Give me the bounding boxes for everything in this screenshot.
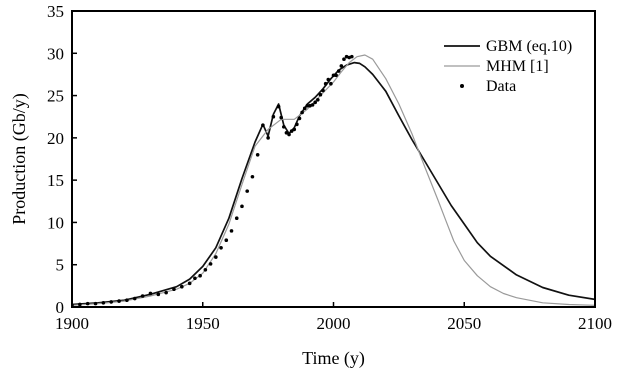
data-point xyxy=(326,77,331,82)
data-point xyxy=(109,300,114,304)
y-tick-label: 5 xyxy=(56,256,65,275)
data-point xyxy=(313,100,317,105)
data-point xyxy=(214,255,218,259)
data-point xyxy=(180,284,184,289)
data-point xyxy=(336,69,341,73)
data-point xyxy=(331,73,336,78)
data-point xyxy=(302,106,307,111)
data-point xyxy=(101,300,106,305)
data-point xyxy=(164,290,168,295)
legend-item: GBM (eq.10) xyxy=(444,38,572,55)
data-point xyxy=(318,92,323,97)
data-point xyxy=(85,301,90,306)
y-tick-label: 25 xyxy=(47,87,64,106)
data-point xyxy=(350,54,354,59)
data-point xyxy=(289,129,294,133)
x-tick-label: 2000 xyxy=(317,314,351,333)
data-point xyxy=(229,229,234,233)
x-axis: 1900 1950 2000 2050 2100 xyxy=(55,302,612,333)
data-point xyxy=(316,98,320,102)
data-point xyxy=(156,292,161,297)
data-point xyxy=(266,136,270,140)
data-point xyxy=(224,238,229,242)
y-tick-label: 35 xyxy=(47,2,64,21)
y-tick-label: 20 xyxy=(47,129,64,148)
y-tick-label: 15 xyxy=(47,171,64,190)
data-point xyxy=(334,73,338,78)
data-point xyxy=(208,262,213,266)
data-point xyxy=(140,294,145,298)
data-point xyxy=(234,216,239,220)
data-point xyxy=(279,115,284,120)
y-tick-label: 30 xyxy=(47,44,64,63)
data-point xyxy=(240,204,244,209)
legend-item: MHM [1] xyxy=(444,58,549,75)
data-point xyxy=(282,125,286,129)
x-tick-label: 1950 xyxy=(186,314,220,333)
data-point xyxy=(329,81,333,86)
y-tick-label: 10 xyxy=(47,213,64,232)
series-data-points xyxy=(72,54,354,307)
legend-label: GBM (eq.10) xyxy=(486,38,572,55)
data-point xyxy=(255,152,260,157)
data-point xyxy=(117,299,121,303)
data-point xyxy=(276,104,281,109)
data-point xyxy=(250,174,255,179)
data-point xyxy=(287,132,291,137)
data-point xyxy=(261,123,265,127)
legend-label: Data xyxy=(486,78,516,95)
data-point xyxy=(132,296,137,301)
y-axis-title: Production (Gb/y) xyxy=(9,93,30,224)
data-point xyxy=(339,64,344,68)
x-tick-label: 2050 xyxy=(447,314,481,333)
data-point xyxy=(219,246,223,250)
data-point xyxy=(93,301,98,306)
data-point xyxy=(297,116,302,121)
series-layer xyxy=(72,54,595,307)
data-point xyxy=(203,267,208,272)
data-point xyxy=(125,298,129,303)
x-tick-label: 2100 xyxy=(578,314,612,333)
data-point xyxy=(342,57,346,62)
data-point xyxy=(292,127,297,132)
plot-frame xyxy=(71,10,596,308)
data-point xyxy=(295,122,299,127)
series-mhm-line xyxy=(72,54,595,306)
y-axis: 0 5 10 15 20 25 30 35 xyxy=(47,2,77,317)
data-point xyxy=(323,81,328,86)
legend-item: Data xyxy=(460,78,516,95)
data-point xyxy=(284,130,289,135)
data-point xyxy=(271,114,276,119)
data-point xyxy=(245,189,250,193)
data-point xyxy=(148,291,153,296)
y-tick-label: 0 xyxy=(56,298,65,317)
data-point xyxy=(305,103,310,108)
x-tick-label: 1900 xyxy=(55,314,89,333)
data-point xyxy=(198,273,202,278)
data-point xyxy=(310,103,315,107)
series-gbm-line xyxy=(72,61,595,306)
data-point xyxy=(78,302,82,307)
data-point xyxy=(172,287,176,292)
legend-label: MHM [1] xyxy=(486,58,549,75)
legend-marker xyxy=(460,84,464,88)
data-point xyxy=(300,110,304,115)
data-point xyxy=(187,281,192,286)
x-axis-title: Time (y) xyxy=(302,348,365,369)
data-point xyxy=(321,88,325,93)
legend: GBM (eq.10) MHM [1] Data xyxy=(444,38,572,95)
data-point xyxy=(193,276,197,281)
